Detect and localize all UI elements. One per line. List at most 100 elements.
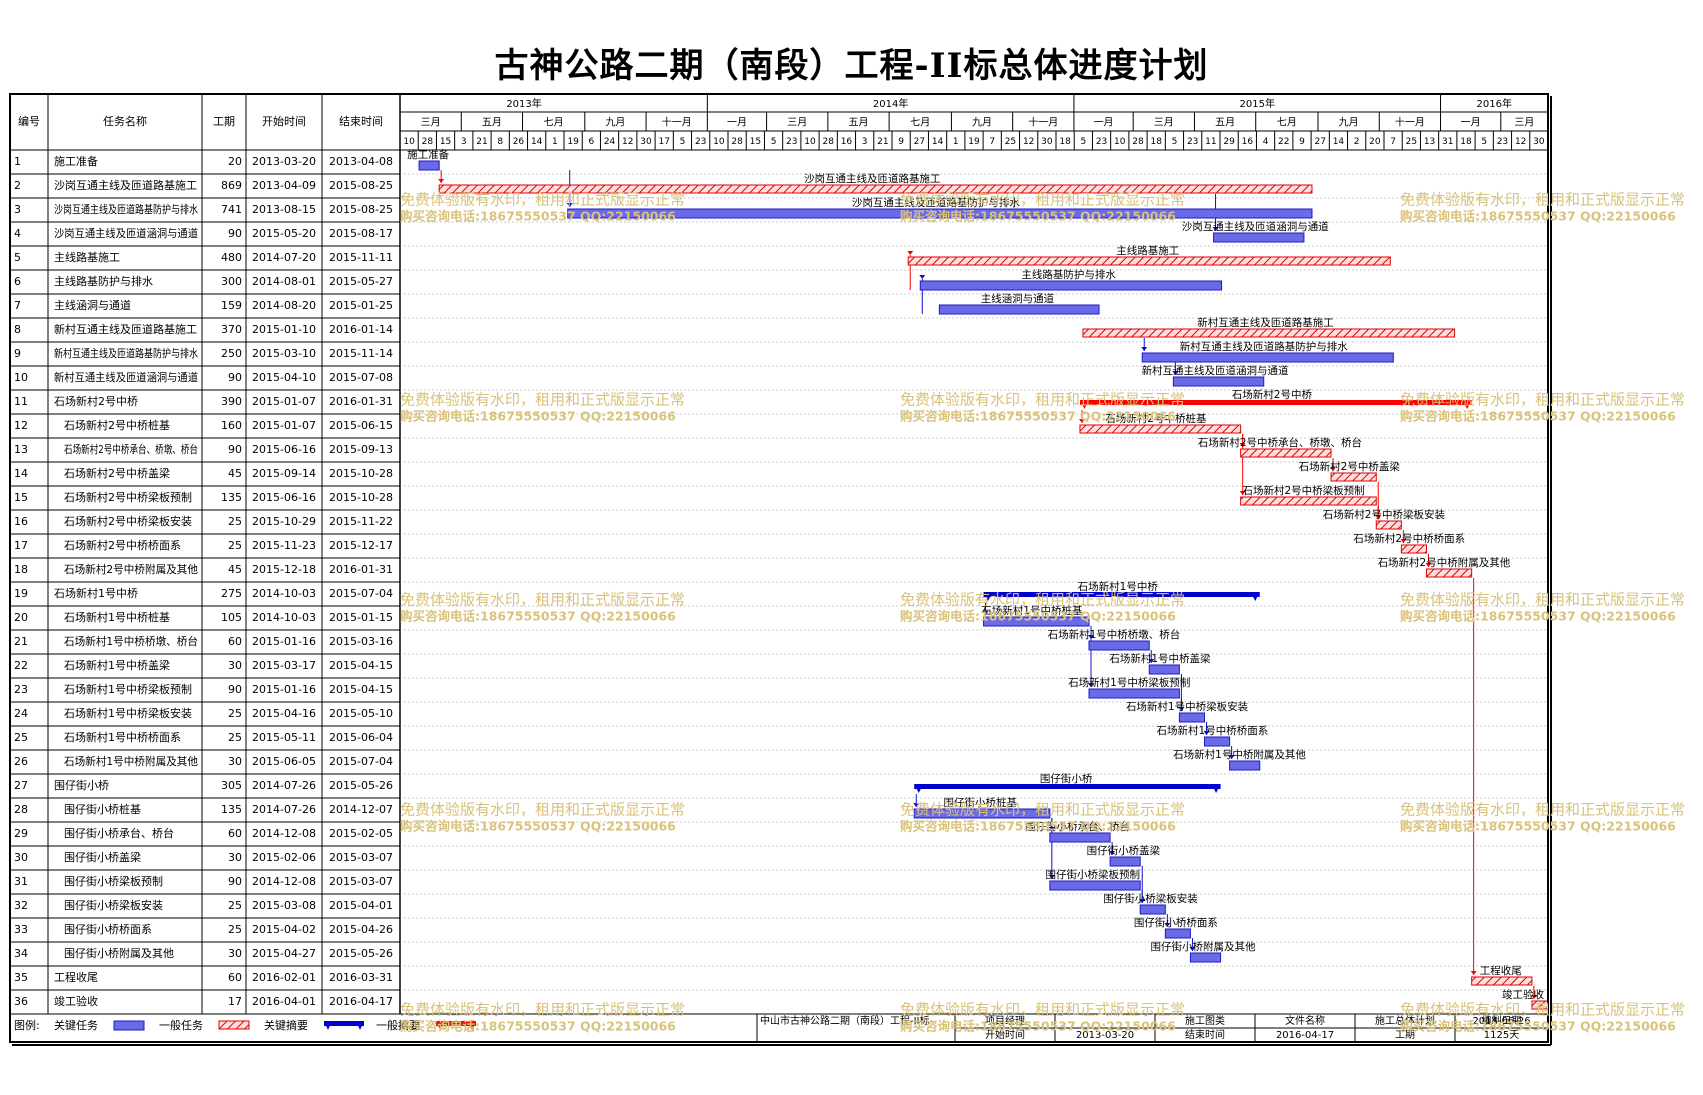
task-name: 石场新村1号中桥梁板安装 bbox=[64, 706, 192, 720]
task-start: 2014-10-03 bbox=[252, 587, 316, 600]
task-bar-critical bbox=[1178, 712, 1206, 723]
day-label: 9 bbox=[1299, 137, 1305, 147]
month-label: 七月 bbox=[544, 117, 564, 129]
legend-item-label: 一般摘要 bbox=[376, 1018, 420, 1032]
day-label: 15 bbox=[750, 137, 761, 147]
bar-label: 主线路基施工 bbox=[1116, 244, 1179, 257]
task-start: 2015-06-16 bbox=[252, 491, 316, 504]
task-name: 工程收尾 bbox=[54, 970, 98, 984]
task-end: 2015-03-07 bbox=[329, 851, 393, 864]
task-duration: 160 bbox=[221, 419, 242, 432]
task-duration: 300 bbox=[221, 275, 242, 288]
day-label: 1 bbox=[953, 137, 959, 147]
task-start: 2016-02-01 bbox=[252, 971, 316, 984]
day-label: 5 bbox=[771, 137, 777, 147]
task-duration: 90 bbox=[228, 443, 242, 456]
task-end: 2015-08-17 bbox=[329, 227, 393, 240]
day-label: 17 bbox=[658, 137, 669, 147]
task-duration: 90 bbox=[228, 227, 242, 240]
task-number: 28 bbox=[14, 803, 28, 816]
task-end: 2015-03-16 bbox=[329, 635, 393, 648]
task-name: 石场新村2号中桥承台、桥墩、桥台 bbox=[64, 442, 198, 456]
task-duration: 90 bbox=[228, 371, 242, 384]
year-label: 2015年 bbox=[1240, 97, 1275, 110]
summary-bar-end-cap bbox=[1250, 592, 1260, 601]
task-end: 2014-12-07 bbox=[329, 803, 393, 816]
task-name: 石场新村2号中桥梁板预制 bbox=[64, 490, 192, 504]
legend-swatch-summary-cap bbox=[356, 1021, 364, 1030]
task-duration: 480 bbox=[221, 251, 242, 264]
task-bar-general bbox=[1400, 544, 1427, 554]
day-label: 1 bbox=[552, 137, 558, 147]
day-label: 6 bbox=[588, 137, 594, 147]
dependency-arrow bbox=[1530, 995, 1537, 999]
task-start: 2015-04-27 bbox=[252, 947, 316, 960]
task-duration: 17 bbox=[228, 995, 242, 1008]
bar-label: 石场新村2号中桥梁板预制 bbox=[1242, 484, 1364, 497]
footer-date-value: 2014-06-26 bbox=[1472, 1016, 1530, 1027]
dependency-arrow bbox=[1228, 755, 1235, 759]
task-end: 2015-06-15 bbox=[329, 419, 393, 432]
column-header-end: 结束时间 bbox=[339, 115, 383, 128]
task-number: 33 bbox=[14, 923, 28, 936]
task-name: 围仔街小桥附属及其他 bbox=[64, 946, 174, 960]
task-number: 19 bbox=[14, 587, 28, 600]
bar-label: 石场新村2号中桥附属及其他 bbox=[1378, 556, 1511, 569]
task-name: 新村互通主线及匝道路基施工 bbox=[54, 322, 197, 336]
column-header-start: 开始时间 bbox=[262, 114, 306, 128]
month-label: 十一月 bbox=[662, 116, 692, 129]
task-number: 22 bbox=[14, 659, 28, 672]
task-duration: 60 bbox=[228, 635, 242, 648]
bar-label: 新村互通主线及匝道涵洞与通道 bbox=[1142, 364, 1289, 377]
watermark-text: 购买咨询电话:18675550537 QQ:22150066 bbox=[900, 409, 1176, 424]
task-start: 2014-08-01 bbox=[252, 275, 316, 288]
task-number: 20 bbox=[14, 611, 28, 624]
outer-frame bbox=[9, 93, 1549, 1043]
bar-label: 主线涵洞与通道 bbox=[981, 292, 1055, 305]
task-bar-general bbox=[1375, 520, 1402, 530]
task-end: 2015-07-04 bbox=[329, 587, 393, 600]
task-bar-critical bbox=[1141, 352, 1394, 363]
month-label: 三月 bbox=[1514, 117, 1534, 129]
task-name: 施工准备 bbox=[54, 154, 98, 168]
task-number: 13 bbox=[14, 443, 28, 456]
task-duration: 60 bbox=[228, 827, 242, 840]
day-label: 12 bbox=[622, 137, 633, 147]
dependency-arrow bbox=[1425, 563, 1432, 567]
task-bar-general bbox=[1082, 328, 1456, 338]
task-bar-critical bbox=[1109, 856, 1141, 867]
task-name: 新村互通主线及匝道路基防护与排水 bbox=[54, 346, 198, 360]
legend-swatch-summary-cap bbox=[468, 1021, 476, 1030]
bar-label: 沙岗互通主线及匝道路基施工 bbox=[804, 172, 941, 185]
task-end: 2013-04-08 bbox=[329, 155, 393, 168]
task-start: 2013-04-09 bbox=[252, 179, 316, 192]
dependency-arrow bbox=[438, 179, 445, 183]
task-end: 2015-04-01 bbox=[329, 899, 393, 912]
watermark-text: 购买咨询电话:18675550537 QQ:22150066 bbox=[400, 409, 676, 424]
day-label: 11 bbox=[1205, 137, 1216, 147]
task-start: 2014-10-03 bbox=[252, 611, 316, 624]
day-label: 30 bbox=[1041, 137, 1053, 147]
footer-end-label: 结束时间 bbox=[1185, 1028, 1225, 1041]
day-label: 23 bbox=[1497, 137, 1508, 147]
task-end: 2016-01-31 bbox=[329, 395, 393, 408]
footer-drawing-label: 施工图类 bbox=[1185, 1014, 1225, 1027]
task-start: 2014-12-08 bbox=[252, 827, 316, 840]
day-label: 28 bbox=[822, 137, 834, 147]
task-start: 2015-06-16 bbox=[252, 443, 316, 456]
task-start: 2015-04-02 bbox=[252, 923, 316, 936]
bar-label: 围仔街小桥桥面系 bbox=[1134, 916, 1218, 929]
dependency-arrow bbox=[566, 203, 573, 207]
dependency-arrow bbox=[1203, 731, 1210, 735]
task-duration: 25 bbox=[228, 923, 242, 936]
legend-item-label: 一般任务 bbox=[159, 1019, 203, 1032]
month-label: 一月 bbox=[1094, 117, 1114, 129]
watermark-text: 购买咨询电话:18675550537 QQ:22150066 bbox=[900, 819, 1176, 834]
legend-swatch-critical bbox=[113, 1020, 145, 1031]
watermark-text: 免费体验版有水印，租用和正式版显示正常 bbox=[400, 591, 685, 609]
bar-label: 石场新村2号中桥 bbox=[1232, 388, 1313, 401]
column-header-name: 任务名称 bbox=[103, 114, 147, 128]
bar-label: 围仔街小桥盖梁 bbox=[1087, 844, 1161, 857]
task-start: 2015-11-23 bbox=[252, 539, 316, 552]
task-duration: 305 bbox=[221, 779, 242, 792]
